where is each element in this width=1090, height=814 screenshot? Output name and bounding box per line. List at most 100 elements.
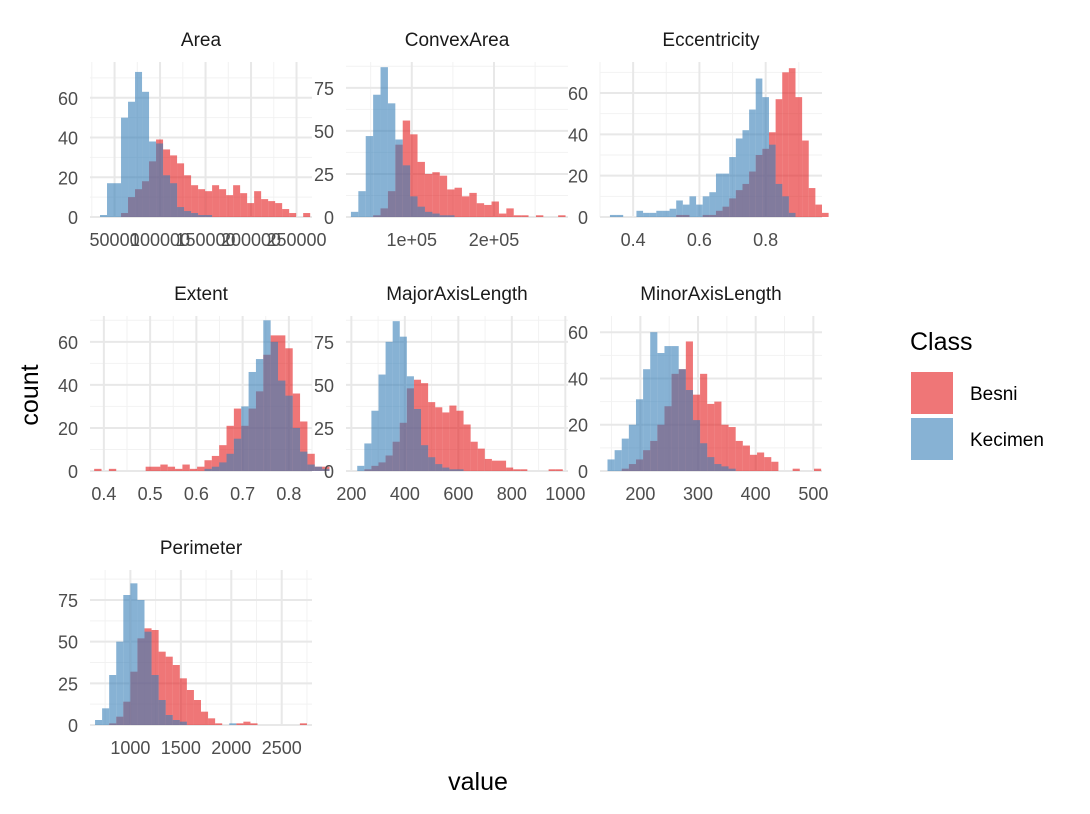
x-tick-label: 150000 <box>176 230 236 250</box>
bar-kecimen <box>373 94 381 217</box>
bar-kecimen <box>728 468 736 471</box>
bar-besni <box>208 718 216 725</box>
x-tick-label: 1000 <box>545 484 585 504</box>
bar-kecimen <box>650 332 658 471</box>
bar-besni <box>498 213 507 217</box>
bar-kecimen <box>270 341 279 471</box>
bar-besni <box>555 469 563 471</box>
bar-kecimen <box>421 445 429 471</box>
bar-besni <box>204 460 212 471</box>
bar-kecimen <box>635 399 644 471</box>
y-tick-label: 0 <box>68 462 78 482</box>
bars <box>609 68 829 218</box>
bar-besni <box>513 469 521 471</box>
bar-kecimen <box>130 583 138 725</box>
bar-kecimen <box>285 395 293 471</box>
bar-kecimen <box>428 457 436 471</box>
bar-kecimen <box>628 424 636 471</box>
facet-panels: Area020406050000100000150000200000250000… <box>58 30 829 758</box>
y-tick-label: 25 <box>58 674 78 694</box>
bar-kecimen <box>205 215 213 217</box>
bar-besni <box>215 723 223 725</box>
bar-besni <box>439 175 448 217</box>
bar-kecimen <box>395 139 403 217</box>
bar-besni <box>476 203 485 217</box>
bar-besni <box>432 172 440 217</box>
x-tick-label: 1500 <box>161 738 201 758</box>
bars <box>350 67 566 218</box>
bar-kecimen <box>179 721 187 725</box>
bar-kecimen <box>314 466 323 471</box>
bar-besni <box>728 427 736 471</box>
bar-besni <box>757 452 765 471</box>
y-tick-label: 0 <box>68 716 78 736</box>
y-tick-label: 60 <box>568 84 588 104</box>
bar-kecimen <box>307 464 315 471</box>
facet-title: Eccentricity <box>662 30 760 51</box>
bar-besni <box>243 721 251 725</box>
bar-kecimen <box>755 78 763 218</box>
bar-kecimen <box>184 211 192 217</box>
y-tick-label: 40 <box>58 376 78 396</box>
bar-kecimen <box>380 67 388 218</box>
bar-besni <box>268 201 276 217</box>
bar-besni <box>410 134 418 217</box>
bar-kecimen <box>95 720 103 725</box>
bar-kecimen <box>135 71 143 217</box>
bar-besni <box>788 68 796 217</box>
bar-kecimen <box>144 631 152 725</box>
x-tick-label: 250000 <box>266 230 326 250</box>
y-tick-label: 50 <box>58 633 78 653</box>
bar-kecimen <box>782 196 789 217</box>
y-tick-label: 0 <box>324 208 334 228</box>
bars <box>94 320 330 471</box>
bar-kecimen <box>163 175 171 217</box>
bar-besni <box>521 215 529 217</box>
x-tick-label: 600 <box>443 484 473 504</box>
y-tick-label: 60 <box>58 333 78 353</box>
bar-besni <box>197 466 205 471</box>
bar-besni <box>211 455 220 471</box>
bar-kecimen <box>300 451 308 471</box>
bar-besni <box>484 204 492 217</box>
bar-kecimen <box>656 210 663 217</box>
y-tick-label: 20 <box>58 168 78 188</box>
bar-kecimen <box>406 376 414 471</box>
bar-kecimen <box>657 353 665 471</box>
bar-besni <box>193 700 201 725</box>
bar-kecimen <box>226 453 234 471</box>
bar-kecimen <box>676 200 683 217</box>
x-tick-label: 500 <box>798 484 828 504</box>
bar-kecimen <box>689 196 697 217</box>
bar-besni <box>226 195 234 217</box>
bar-besni <box>428 402 436 471</box>
bar-besni <box>94 468 102 471</box>
y-tick-label: 50 <box>314 122 334 142</box>
facet-title: Perimeter <box>160 538 243 559</box>
bar-kecimen <box>609 214 617 217</box>
bar-besni <box>108 468 117 471</box>
facet-title: MinorAxisLength <box>640 284 782 305</box>
x-tick-label: 0.8 <box>753 230 778 250</box>
bar-kecimen <box>107 183 115 217</box>
bar-kecimen <box>123 595 131 725</box>
facet-minor-axis-length: MinorAxisLength 0 20 40 60 200 300 400 500 <box>568 284 828 504</box>
bar-besni <box>548 469 556 471</box>
bar-besni <box>205 191 213 217</box>
bar-kecimen <box>149 141 157 217</box>
bar-besni <box>282 209 290 217</box>
facet-title: Extent <box>174 284 229 305</box>
bar-kecimen <box>456 469 464 471</box>
x-tick-label: 800 <box>497 484 527 504</box>
bar-besni <box>300 421 308 471</box>
x-tick-label: 1e+05 <box>386 230 437 250</box>
bars <box>357 321 563 471</box>
bar-kecimen <box>151 675 159 725</box>
bar-besni <box>714 401 722 471</box>
y-tick-label: 0 <box>578 208 588 228</box>
x-tick-label: 0.4 <box>621 230 646 250</box>
bar-kecimen <box>682 204 690 217</box>
bar-besni <box>449 405 457 471</box>
